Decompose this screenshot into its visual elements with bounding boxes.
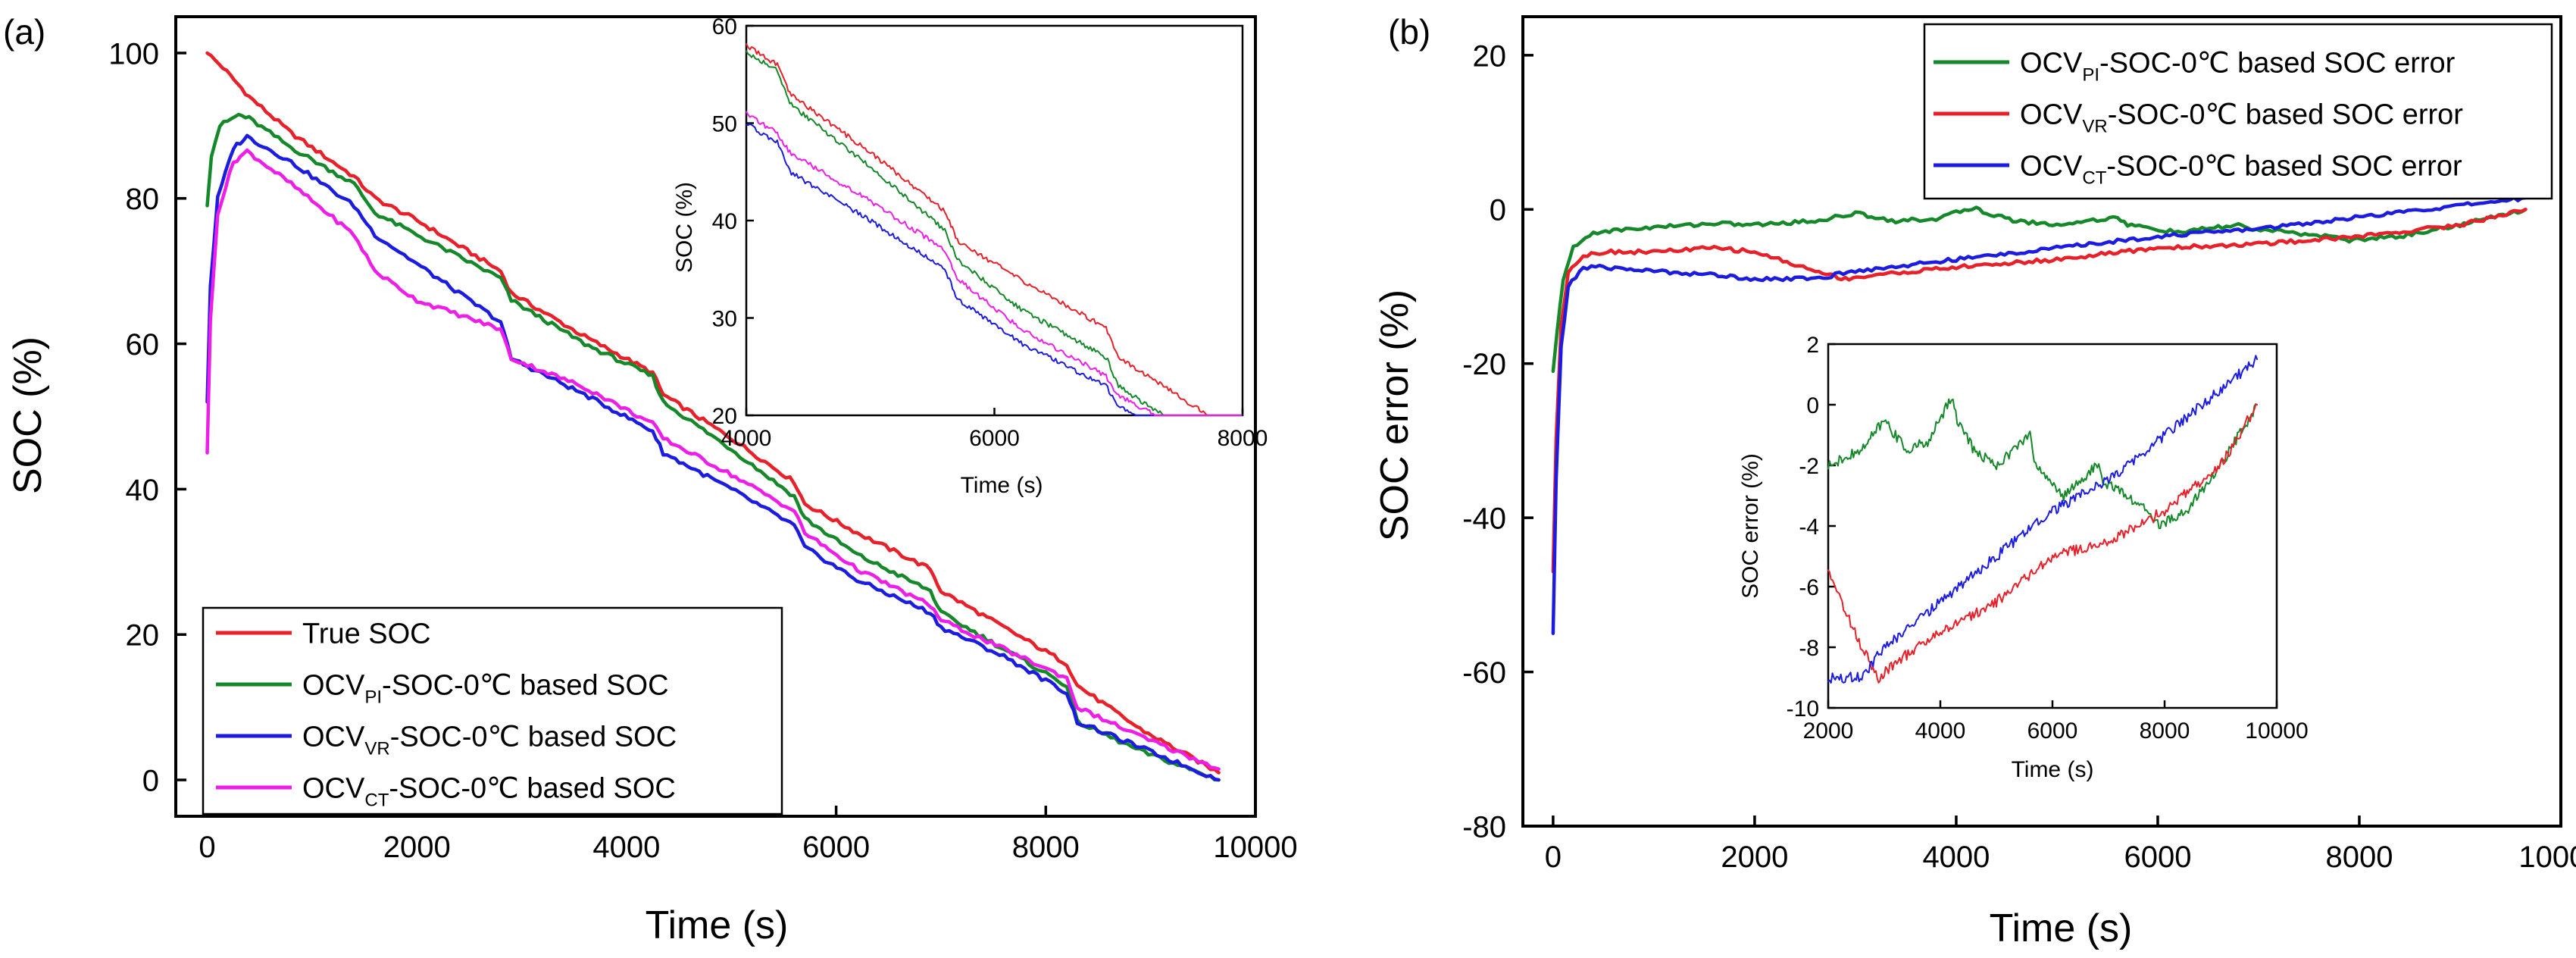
y-tick-label: -8: [1799, 636, 1819, 661]
legend-entry: OCVPI-SOC-0℃ based SOC: [302, 670, 669, 708]
x-tick-label: 6000: [969, 426, 1020, 451]
inset-frame-a: [745, 24, 1244, 417]
inset-series-group-b: [1827, 355, 2259, 684]
x-tick-label: 10000: [2245, 718, 2308, 744]
series-group-b: [1551, 196, 2528, 635]
y-tick-label: -20: [1462, 348, 1506, 381]
legend-entry: OCVVR-SOC-0℃ based SOC: [302, 722, 677, 759]
inset-series-group-a: [746, 43, 1243, 416]
legend-box-b: [1923, 23, 2553, 200]
x-axis-label-a: Time (s): [646, 903, 789, 947]
inset-x-ticks-a: 4000 6000 8000: [721, 408, 1268, 451]
x-tick-label: 6000: [802, 831, 870, 864]
legend-b: OCVPI-SOC-0℃ based SOC error OCVVR-SOC-0℃…: [1923, 23, 2553, 200]
x-tick-label: 2000: [1721, 841, 1788, 874]
y-tick-label: 40: [712, 209, 737, 234]
y-tick-label: 0: [1806, 393, 1819, 418]
legend-entry: OCVCT-SOC-0℃ based SOC error: [2020, 151, 2462, 189]
y-tick-label: 100: [108, 37, 159, 70]
y-tick-label: 30: [712, 306, 737, 331]
inset-y-ticks-b: -10 -8 -6 -4 -2 0 2: [1787, 333, 1836, 722]
y-ticks-a: 0 20 40 60 80 100: [108, 37, 186, 797]
x-tick-label: 4000: [721, 426, 772, 451]
x-tick-label: 8000: [1218, 426, 1268, 451]
x-tick-label: 10000: [1213, 831, 1297, 864]
legend-entry: OCVVR-SOC-0℃ based SOC error: [2020, 99, 2463, 137]
inset-frame-b: [1827, 343, 2278, 709]
legend-entry: True SOC: [302, 618, 431, 650]
y-ticks-b: -80 -60 -40 -20 0 20: [1462, 39, 1533, 844]
x-tick-label: 8000: [2140, 718, 2190, 744]
inset-b: 2000 4000 6000 8000 10000 -10 -8 -6 -4 -2 0 2 Time…: [1738, 333, 2309, 782]
series-line-b: [1551, 205, 2528, 374]
series-line-a: [205, 133, 1221, 782]
y-tick-label: 20: [1473, 39, 1507, 73]
y-tick-label: 20: [712, 404, 737, 429]
inset-series-line-a: [746, 50, 1243, 416]
legend-items-b: OCVPI-SOC-0℃ based SOC error OCVVR-SOC-0℃…: [1934, 48, 2463, 189]
y-tick-label: 50: [712, 111, 737, 136]
series-line-a: [205, 112, 1221, 782]
legend-entry: OCVPI-SOC-0℃ based SOC error: [2020, 48, 2456, 86]
y-tick-label: 2: [1806, 333, 1819, 358]
x-tick-label: 4000: [1915, 718, 1966, 744]
panel-label-b: (b): [1388, 12, 1430, 52]
inset-y-axis-label-a: SOC (%): [672, 182, 697, 273]
x-tick-label: 0: [199, 831, 215, 864]
y-tick-label: 60: [126, 328, 160, 362]
x-tick-label: 4000: [1922, 841, 1990, 874]
x-tick-label: 2000: [383, 831, 451, 864]
inset-x-axis-label-b: Time (s): [2012, 757, 2094, 782]
legend-items-a: True SOC OCVPI-SOC-0℃ based SOC OCVVR-SOC-…: [216, 618, 677, 811]
series-line-b: [1551, 208, 2528, 574]
y-tick-label: 60: [712, 14, 737, 39]
inset-series-line-b: [1827, 398, 2259, 530]
x-tick-label: 2000: [1803, 718, 1854, 744]
series-group-a: [205, 51, 1221, 782]
series-line-b: [1551, 196, 2528, 635]
y-tick-label: 80: [126, 183, 160, 216]
y-axis-label-b: SOC error (%): [1373, 290, 1417, 541]
y-tick-label: 0: [1490, 194, 1506, 227]
legend-box-a: [202, 606, 783, 816]
y-tick-label: -40: [1462, 502, 1506, 536]
inset-x-ticks-b: 2000 4000 6000 8000 10000: [1803, 700, 2309, 744]
x-tick-label: 6000: [2124, 841, 2191, 874]
y-tick-label: -10: [1787, 697, 1819, 722]
x-tick-label: 10000: [2518, 841, 2576, 874]
inset-series-line-a: [746, 111, 1243, 416]
x-tick-label: 4000: [592, 831, 660, 864]
x-tick-label: 0: [1545, 841, 1562, 874]
y-tick-label: -60: [1462, 656, 1506, 690]
x-ticks-a: 0 2000 4000 6000 8000 10000: [199, 806, 1298, 864]
y-tick-label: 20: [126, 619, 160, 653]
legend-entry: OCVCT-SOC-0℃ based SOC: [302, 773, 676, 811]
x-axis-label-b: Time (s): [1990, 906, 2133, 950]
x-tick-label: 8000: [2325, 841, 2393, 874]
series-line-a: [205, 148, 1221, 771]
inset-a: 4000 6000 8000 20 30 40 50 60 Time (s) SOC (%): [672, 14, 1268, 498]
x-ticks-b: 0 2000 4000 6000 8000 10000: [1545, 816, 2576, 874]
inset-series-line-b: [1827, 355, 2259, 684]
y-axis-label-a: SOC (%): [6, 337, 50, 494]
panel-label-a: (a): [3, 12, 45, 52]
inset-series-line-b: [1827, 403, 2259, 684]
y-tick-label: 40: [126, 474, 160, 507]
inset-series-line-a: [746, 43, 1243, 416]
inset-y-ticks-a: 20 30 40 50 60: [712, 14, 754, 429]
y-tick-label: -6: [1799, 575, 1819, 600]
x-tick-label: 8000: [1012, 831, 1080, 864]
inset-x-axis-label-a: Time (s): [961, 473, 1043, 498]
y-tick-label: -4: [1799, 515, 1819, 540]
series-line-a: [205, 51, 1221, 775]
inset-y-axis-label-b: SOC error (%): [1738, 453, 1763, 599]
panel-a: (a) 0 2000 4000 6000 8000 10000 020406080100 …: [3, 12, 1298, 947]
y-tick-label: -2: [1799, 454, 1819, 479]
legend-a: True SOC OCVPI-SOC-0℃ based SOC OCVVR-SOC-…: [202, 606, 783, 816]
y-tick-label: -80: [1462, 810, 1506, 844]
y-tick-label: 0: [142, 764, 159, 797]
x-tick-label: 6000: [2027, 718, 2078, 744]
